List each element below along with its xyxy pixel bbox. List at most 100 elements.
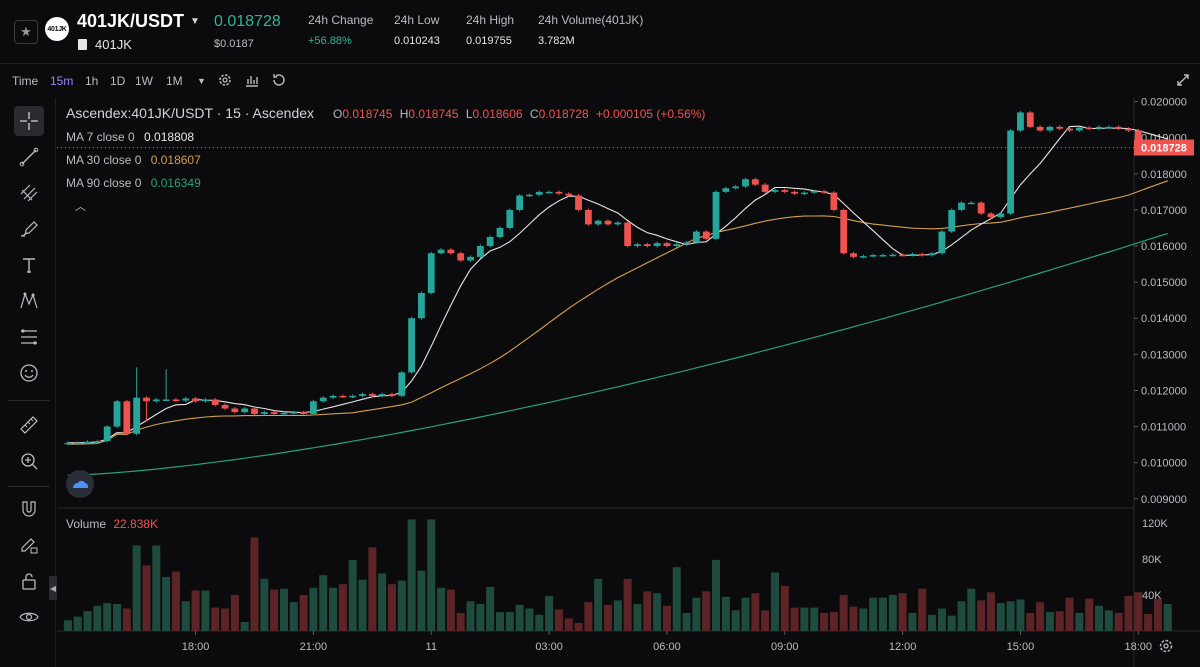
volume-bar — [1026, 613, 1035, 631]
lock-drawing-pencil-icon[interactable] — [14, 530, 44, 560]
volume-bar — [505, 612, 514, 631]
candle-body — [152, 399, 160, 402]
collapse-toolbar-icon[interactable]: ◀ — [49, 576, 57, 600]
candle-body — [909, 253, 916, 256]
candle-body — [1125, 128, 1132, 131]
interval-15m[interactable]: 15m — [50, 74, 74, 88]
volume-bar — [1124, 595, 1133, 631]
candle-body — [604, 220, 612, 225]
volume-bar — [348, 559, 357, 631]
price-chart[interactable]: 0.020000 0.019000 0.018000 0.017000 0.016000… — [57, 98, 1200, 667]
volume-bar — [859, 608, 868, 631]
price-tick-label: 0.013000 — [1141, 349, 1187, 361]
volume-bar — [1045, 612, 1054, 631]
pair-title[interactable]: 401JK/USDT — [77, 11, 185, 31]
collapse-legend-chevron-icon[interactable]: ︿ — [75, 201, 86, 213]
candle-body — [113, 401, 121, 427]
candle-body — [781, 190, 789, 192]
reset-chart-icon[interactable] — [271, 72, 287, 91]
candle-body — [653, 243, 661, 247]
candle-body — [673, 244, 681, 247]
eye-icon[interactable] — [14, 602, 44, 632]
price-tick-label: 0.010000 — [1141, 458, 1187, 470]
candle-body — [329, 395, 337, 398]
candle-body — [368, 394, 376, 396]
time-tick-label: 03:00 — [535, 641, 563, 653]
fib-levels-icon[interactable] — [14, 322, 44, 352]
base-asset-label: 401JK — [95, 37, 132, 52]
stat-value: 0.019755 — [466, 35, 512, 47]
candle-body — [850, 253, 857, 257]
candle-body — [427, 253, 435, 293]
chart-canvas[interactable]: 0.0200000.0190000.0180000.0170000.016000… — [57, 98, 1200, 667]
pair-dropdown-chevron-icon[interactable]: ▼ — [190, 16, 200, 27]
interval-1d[interactable]: 1D — [110, 74, 126, 88]
emoji-icon[interactable] — [14, 358, 44, 388]
volume-bar — [947, 615, 956, 631]
volume-bar — [1114, 613, 1123, 631]
magnet-icon[interactable] — [14, 494, 44, 524]
volume-bar — [967, 588, 976, 631]
time-label[interactable]: Time — [12, 74, 39, 88]
text-tool-icon[interactable] — [14, 250, 44, 280]
volume-bar — [810, 607, 819, 631]
more-intervals-chevron-icon[interactable]: ▼ — [197, 76, 206, 86]
chart-settings-gear-icon[interactable] — [1157, 637, 1175, 660]
volume-bar — [407, 519, 416, 631]
toolbar-divider — [8, 400, 50, 401]
volume-bar — [692, 597, 701, 631]
ohlc-change: +0.000105 (+0.56%) — [596, 107, 706, 121]
stat-label: 24h Volume(401JK) — [538, 13, 644, 27]
interval-1m[interactable]: 1M — [166, 74, 183, 88]
candle-body — [496, 227, 504, 238]
interval-1h[interactable]: 1h — [85, 74, 99, 88]
pattern-icon[interactable] — [14, 286, 44, 316]
candle-body — [437, 249, 445, 254]
candle-body — [300, 412, 307, 414]
zoom-in-icon[interactable] — [14, 446, 44, 476]
lock-icon[interactable] — [14, 566, 44, 596]
volume-bar — [977, 600, 986, 631]
tradingview-logo[interactable] — [66, 470, 94, 498]
settings-gear-icon[interactable] — [217, 72, 233, 91]
ma30-line — [67, 180, 1168, 445]
trend-line-icon[interactable] — [14, 142, 44, 172]
candle-body — [614, 222, 622, 225]
indicators-icon[interactable] — [244, 72, 260, 91]
volume-bar — [456, 613, 465, 631]
pitchfork-icon[interactable] — [14, 178, 44, 208]
time-tick-label: 18:00 — [1125, 641, 1153, 653]
candle-body — [1105, 126, 1113, 129]
current-price-tag-label: 0.018728 — [1141, 143, 1187, 155]
candle-body — [722, 188, 730, 192]
crosshair-icon[interactable] — [14, 106, 44, 136]
volume-bar — [250, 537, 259, 631]
ruler-icon[interactable] — [14, 410, 44, 440]
price-tick-label: 0.009000 — [1141, 494, 1187, 506]
last-price: 0.018728 — [214, 13, 281, 30]
ma7-line — [67, 125, 1168, 444]
volume-bar — [957, 601, 966, 631]
candle-body — [64, 442, 72, 445]
candle-body — [997, 213, 1005, 218]
interval-1w[interactable]: 1W — [135, 74, 153, 88]
candle-body — [938, 231, 946, 254]
candle-body — [791, 191, 798, 194]
candle-body — [692, 231, 700, 243]
volume-bar — [113, 604, 122, 631]
candle-body — [663, 243, 671, 247]
legend-symbol: Ascendex:401JK/USDT — [66, 105, 213, 121]
candle-body — [751, 179, 759, 185]
volume-bar — [613, 600, 622, 631]
fullscreen-icon[interactable] — [1175, 72, 1191, 91]
favorite-star-icon[interactable]: ★ — [14, 20, 38, 44]
volume-bar — [594, 578, 603, 631]
volume-bar — [702, 591, 711, 631]
base-asset: 401JK — [78, 37, 132, 52]
brush-icon[interactable] — [14, 214, 44, 244]
volume-bar — [780, 586, 789, 631]
candle-body — [958, 202, 965, 210]
candle-body — [820, 191, 828, 193]
volume-bar — [672, 567, 681, 631]
candle-body — [339, 395, 347, 398]
